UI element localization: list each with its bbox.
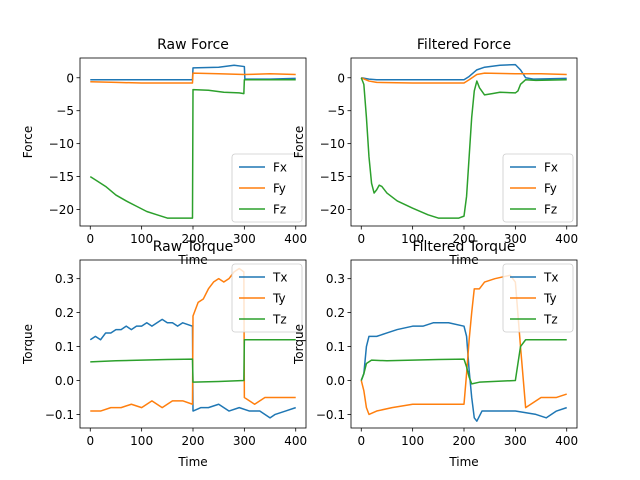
legend-label-fz: Fz: [273, 203, 286, 217]
y-tick-label: 0: [337, 71, 345, 85]
y-tick-label: −10: [320, 137, 345, 151]
legend-box: [231, 153, 303, 223]
x-tick-label: 400: [284, 434, 307, 448]
y-tick-label: 0.3: [326, 272, 345, 286]
y-tick-label: 0.0: [326, 374, 345, 388]
subplot-3: 0 100 200 300 400 0.3 0.2 0.1 0.0 −0.1 Time Torque R…: [21, 239, 307, 469]
series-line-fz: [89, 78, 296, 219]
y-axis-title: Torque: [292, 324, 306, 365]
x-tick-label: 400: [555, 434, 578, 448]
x-tick-label: 100: [130, 232, 153, 246]
legend-label-fx: Fx: [544, 161, 558, 175]
legend-label-fx: Fx: [273, 161, 287, 175]
x-tick-label: 400: [284, 232, 307, 246]
x-tick-label: 100: [401, 232, 424, 246]
legend-label-ty: Ty: [543, 292, 557, 306]
y-tick-label: −15: [49, 170, 74, 184]
y-tick-label: 0: [66, 71, 74, 85]
x-tick-label: 400: [555, 232, 578, 246]
y-tick-label: −20: [49, 203, 74, 217]
series-line-fy: [90, 72, 296, 84]
y-tick-label: −5: [327, 104, 345, 118]
x-tick-label: 0: [357, 232, 365, 246]
x-tick-label: 300: [233, 434, 256, 448]
plot-title: Filtered Torque: [413, 239, 516, 255]
legend-label-fz: Fz: [544, 203, 557, 217]
x-tick-label: 0: [86, 232, 94, 246]
y-axis-title: Force: [292, 126, 306, 158]
legend-box: [231, 263, 303, 333]
x-tick-label: 200: [182, 232, 205, 246]
x-tick-label: 0: [357, 434, 365, 448]
series-line-fy: [360, 72, 567, 84]
y-tick-label: −5: [56, 104, 74, 118]
series-line-tz: [90, 339, 296, 383]
legend: Fx Fy Fz: [231, 153, 303, 223]
y-tick-label: 0.1: [326, 340, 345, 354]
series-line-ty: [360, 274, 567, 416]
legend: Tx Ty Tz: [502, 263, 574, 333]
y-tick-label: −0.1: [45, 408, 74, 422]
x-tick-label: 100: [401, 434, 424, 448]
y-tick-label: −10: [49, 137, 74, 151]
series-line-fz: [360, 77, 567, 219]
series-line-tx: [360, 322, 567, 422]
y-axis-title: Torque: [21, 324, 35, 365]
x-tick-label: 300: [233, 232, 256, 246]
plot-title: Raw Torque: [153, 239, 234, 255]
y-tick-label: 0.2: [326, 306, 345, 320]
x-tick-label: 200: [453, 232, 476, 246]
y-tick-label: 0.1: [55, 340, 74, 354]
legend: Fx Fy Fz: [502, 153, 574, 223]
legend-label-tz: Tz: [543, 313, 558, 327]
legend-label-ty: Ty: [272, 292, 286, 306]
y-tick-label: −15: [320, 170, 345, 184]
series-line-tx: [89, 318, 296, 419]
legend-label-tz: Tz: [272, 313, 287, 327]
series-line-ty: [90, 267, 296, 412]
x-tick-label: 200: [182, 434, 205, 448]
x-tick-label: 300: [504, 232, 527, 246]
legend-label-tx: Tx: [543, 271, 558, 285]
x-tick-label: 100: [130, 434, 153, 448]
x-tick-label: 0: [86, 434, 94, 448]
x-axis-title: Time: [448, 455, 478, 469]
x-tick-label: 300: [504, 434, 527, 448]
y-axis-title: Force: [21, 126, 35, 158]
legend-label-fy: Fy: [544, 182, 557, 196]
series-line-tz: [360, 339, 567, 385]
x-tick-label: 200: [453, 434, 476, 448]
legend-label-fy: Fy: [273, 182, 286, 196]
subplot-2: 0 100 200 300 4000−5−10−15−20TimeForceFilter…: [292, 37, 578, 267]
series-line-fx: [361, 63, 567, 81]
legend-box: [502, 153, 574, 223]
y-tick-label: −0.1: [316, 408, 345, 422]
subplot-4: 0 100 200 300 400 0.3 0.2 0.1 0.0 −0.1 Time Torque F…: [292, 239, 578, 469]
y-tick-label: −20: [320, 203, 345, 217]
y-tick-label: 0.0: [55, 374, 74, 388]
plot-title: Filtered Force: [417, 37, 511, 53]
plot-title: Raw Force: [157, 37, 229, 53]
y-tick-label: 0.3: [55, 272, 74, 286]
legend: Tx Ty Tz: [231, 263, 303, 333]
x-axis-title: Time: [177, 455, 207, 469]
legend-box: [502, 263, 574, 333]
legend-label-tx: Tx: [272, 271, 287, 285]
y-tick-label: 0.2: [55, 306, 74, 320]
